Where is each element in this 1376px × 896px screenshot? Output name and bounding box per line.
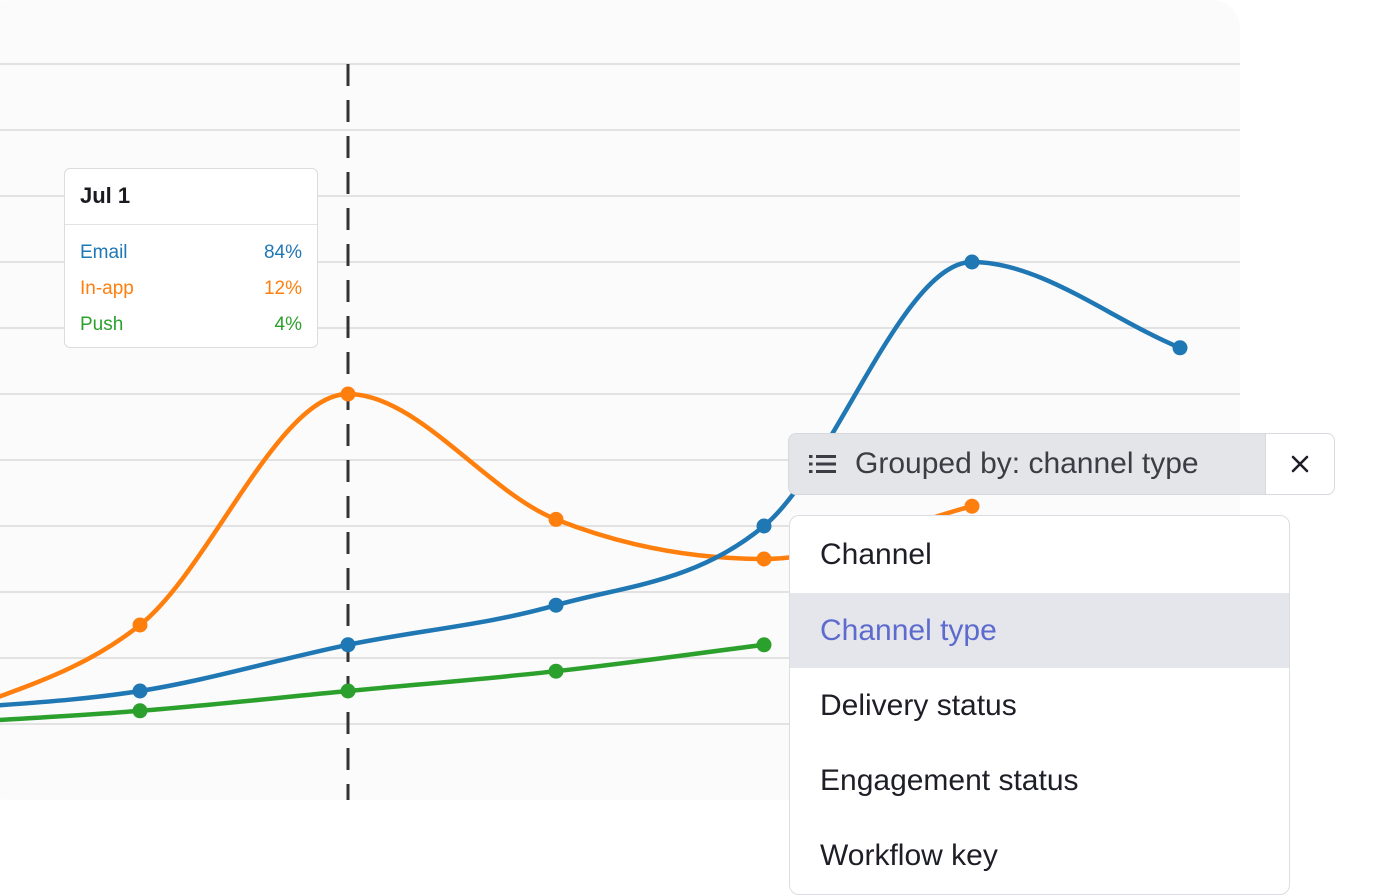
series-line-push [0, 642, 765, 723]
tooltip-row-email: Email 84% [65, 235, 317, 271]
option-workflow-key[interactable]: Workflow key [820, 838, 998, 872]
data-point-in-app [340, 386, 356, 402]
tooltip-row-in-app: In-app 12% [65, 271, 317, 307]
data-point-in-app [132, 617, 148, 633]
tooltip-value: 4% [274, 314, 302, 335]
group-by-label: Grouped by: channel type [855, 447, 1199, 480]
data-point-email [548, 597, 564, 613]
data-point-email [340, 637, 356, 653]
list-icon [809, 455, 836, 473]
data-point-push [340, 683, 356, 699]
group-by-dropdown: Channel Channel type Delivery status Eng… [789, 515, 1290, 895]
close-icon [1291, 455, 1309, 473]
data-point-push [132, 703, 148, 719]
option-channel-type[interactable]: Channel type [790, 593, 1289, 668]
data-point-in-app [964, 498, 980, 514]
tooltip-title: Jul 1 [65, 169, 317, 225]
clear-grouping-button[interactable] [1265, 434, 1334, 494]
tooltip-label: Email [80, 242, 128, 263]
group-by-chip[interactable]: Grouped by: channel type [788, 433, 1335, 495]
group-by-button[interactable]: Grouped by: channel type [789, 434, 1265, 494]
option-engagement-status[interactable]: Engagement status [820, 763, 1079, 797]
tooltip-value: 12% [263, 278, 302, 299]
tooltip-value: 84% [263, 242, 302, 263]
series-line-in-app [0, 391, 973, 699]
data-point-push [548, 663, 564, 679]
tooltip-label: In-app [80, 278, 134, 299]
chart-series [0, 254, 1188, 723]
data-point-email [1172, 340, 1188, 356]
data-point-in-app [756, 551, 772, 567]
tooltip-row-push: Push 4% [65, 307, 317, 343]
option-delivery-status[interactable]: Delivery status [820, 688, 1017, 722]
data-point-in-app [548, 511, 564, 527]
data-point-email [132, 683, 148, 699]
data-point-push [756, 637, 772, 653]
option-channel[interactable]: Channel [820, 537, 932, 571]
chart-tooltip: Jul 1 Email 84% In-app 12% Push 4% [64, 168, 318, 348]
data-point-email [756, 518, 772, 534]
tooltip-label: Push [80, 314, 124, 335]
data-point-email [964, 254, 980, 270]
